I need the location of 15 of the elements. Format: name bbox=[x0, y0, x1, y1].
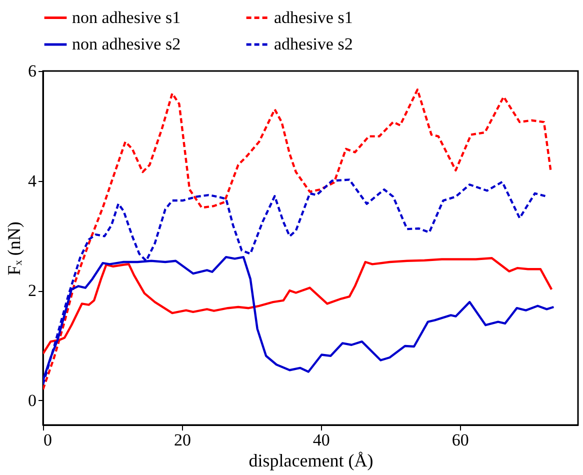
y-axis-title: Fₓ (nN) bbox=[4, 222, 24, 276]
x-tick-label: 40 bbox=[312, 430, 330, 450]
x-tick-label: 20 bbox=[174, 430, 191, 450]
y-tick-label: 2 bbox=[28, 281, 36, 300]
x-tick-label: 60 bbox=[452, 430, 469, 450]
y-tick-label: 4 bbox=[28, 171, 37, 190]
legend-label: non adhesive s1 bbox=[72, 8, 181, 27]
legend-label: non adhesive s2 bbox=[72, 34, 181, 54]
x-tick-label: 0 bbox=[44, 430, 52, 450]
x-axis-title: displacement (Å) bbox=[248, 450, 374, 470]
line-series bbox=[43, 88, 552, 390]
y-tick-label: 6 bbox=[28, 62, 36, 80]
legend-label: adhesive s1 bbox=[274, 8, 353, 27]
legend-label: adhesive s2 bbox=[274, 34, 353, 54]
y-tick-label: 0 bbox=[28, 390, 36, 410]
